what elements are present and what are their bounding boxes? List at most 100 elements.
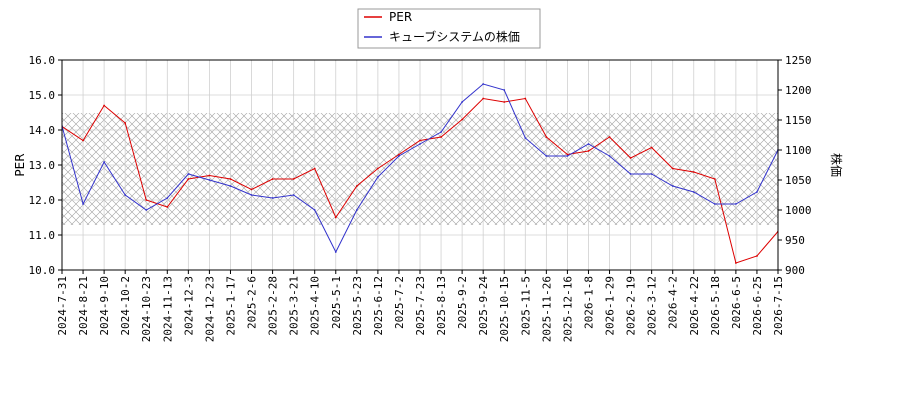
data-point-price [419,143,421,145]
x-tick-label: 2025-11-26 [540,276,553,342]
right-axis-title: 株価 [829,153,844,177]
data-point-price [208,179,211,181]
data-point-price [608,155,611,157]
x-tick-label: 2025-5-1 [330,276,343,329]
left-tick-label: 14.0 [29,124,56,137]
data-point-price [713,203,716,205]
data-point-per [503,101,506,103]
data-point-price [376,176,379,178]
right-axis: 900 950 1000 1050 1100 1150 1200 1250 [778,54,812,277]
right-tick-label: 1100 [785,144,812,157]
x-tick-label: 2026-2-19 [625,276,638,336]
data-point-per [124,122,127,124]
data-point-price [355,209,358,211]
data-point-price [271,197,274,199]
x-tick-label: 2024-12-23 [203,276,216,342]
data-point-price [629,173,632,175]
data-point-per [355,185,358,187]
x-tick-label: 2025-8-13 [435,276,448,336]
x-tick-label: 2026-7-15 [772,276,785,336]
x-tick-label: 2026-4-22 [688,276,701,336]
data-point-price [250,194,253,196]
x-tick-label: 2024-10-2 [119,276,132,336]
x-tick-label: 2025-7-2 [393,276,406,329]
data-point-per [524,97,527,100]
data-point-price [756,191,758,193]
x-tick-label: 2025-9-24 [477,276,490,336]
data-point-per [250,188,253,191]
data-point-per [713,178,716,180]
data-point-price [524,137,527,139]
data-point-per [671,167,674,170]
x-tick-label: 2025-6-12 [372,276,385,336]
data-point-price [440,131,442,133]
data-point-price [545,155,548,157]
legend-label-price: キューブシステムの株価 [389,29,520,44]
right-tick-label: 1000 [785,204,812,217]
left-tick-label: 15.0 [29,89,56,102]
data-point-per [650,146,653,149]
data-point-per [566,153,569,156]
data-point-price [734,203,737,205]
data-point-per [166,206,169,208]
data-point-price [124,194,127,196]
x-tick-label: 2026-1-8 [582,276,595,329]
data-point-per [398,153,400,156]
legend-label-per: PER [389,10,412,24]
data-point-per [187,178,190,180]
data-point-price [103,161,106,163]
data-point-per [461,118,464,121]
x-tick-label: 2026-5-18 [709,276,722,336]
left-tick-label: 10.0 [29,264,56,277]
data-point-per [440,136,442,138]
data-point-per [313,167,316,170]
data-point-per [608,136,611,138]
data-point-per [419,139,421,142]
data-point-price [671,185,674,187]
x-tick-label: 2024-10-23 [140,276,153,342]
right-tick-label: 1250 [785,54,812,67]
x-tick-label: 2025-7-23 [414,276,427,336]
data-point-per [545,136,548,138]
x-axis: 2024-7-31 2024-8-21 2024-9-10 2024-10-2 2024… [56,270,785,342]
x-tick-label: 2024-8-21 [77,276,90,336]
data-point-price [292,194,295,196]
x-tick-label: 2024-9-10 [98,276,111,336]
legend-box [357,8,541,49]
x-tick-label: 2025-10-15 [498,276,511,342]
data-point-price [587,143,590,145]
data-point-price [566,155,569,157]
data-point-per [756,255,758,257]
legend: PER キューブシステムの株価 [357,8,541,49]
x-tick-label: 2026-6-5 [730,276,743,329]
right-tick-label: 950 [785,234,805,247]
x-tick-label: 2026-4-2 [667,276,680,329]
x-tick-label: 2025-12-16 [561,276,574,342]
left-tick-label: 12.0 [29,194,56,207]
data-point-per [271,178,274,180]
x-tick-label: 2025-11-5 [519,276,532,336]
x-tick-label: 2025-2-6 [246,276,259,329]
right-tick-label: 1150 [785,114,812,127]
left-tick-label: 16.0 [29,54,56,67]
data-point-price [650,173,653,175]
data-point-per [692,171,695,173]
data-point-per [376,167,379,170]
data-point-per [229,178,232,180]
data-point-per [587,150,590,152]
left-axis-title: PER [13,153,27,176]
data-point-per [734,262,737,264]
data-point-price [482,83,485,85]
x-tick-label: 2025-2-28 [267,276,280,336]
left-axis: 10.0 11.0 12.0 13.0 14.0 15.0 16.0 [29,54,62,277]
data-point-price [166,197,169,199]
x-tick-label: 2026-3-12 [646,276,659,336]
x-tick-label: 2024-7-31 [56,276,69,336]
series-group [62,83,778,264]
right-tick-label: 1200 [785,84,812,97]
data-point-price [334,251,337,253]
x-tick-label: 2025-1-17 [224,276,237,336]
x-tick-label: 2025-3-21 [288,276,301,336]
data-point-price [461,101,464,103]
data-point-per [82,139,84,142]
